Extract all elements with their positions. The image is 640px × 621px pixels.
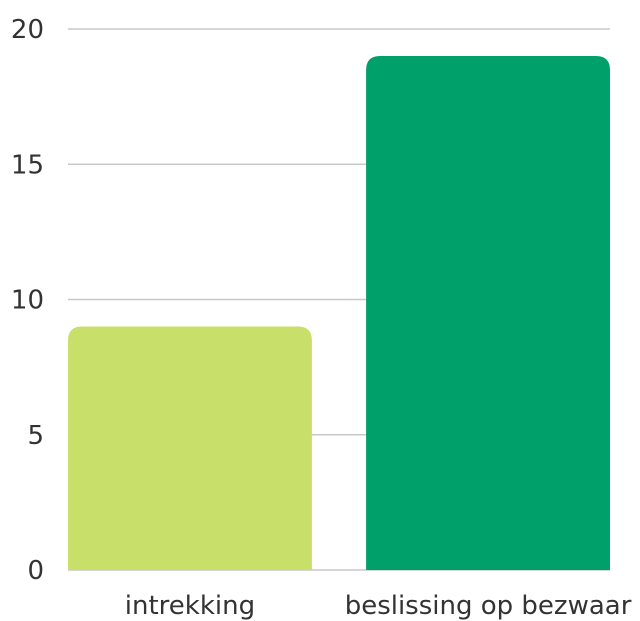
y-tick-label: 15 (11, 150, 44, 180)
x-category-label: beslissing op bezwaar (345, 591, 632, 621)
y-tick-label: 0 (27, 556, 44, 586)
bar-beslissing-op-bezwaar (366, 56, 610, 571)
x-category-label: intrekking (125, 591, 255, 621)
y-axis-ticks: 0 5 10 15 20 (11, 15, 44, 586)
y-tick-label: 10 (11, 286, 44, 316)
bar-intrekking (68, 326, 312, 570)
x-axis-categories: intrekking beslissing op bezwaar (125, 591, 632, 621)
y-tick-label: 20 (11, 15, 44, 45)
y-tick-label: 5 (27, 421, 44, 451)
bar-layer (68, 56, 610, 571)
